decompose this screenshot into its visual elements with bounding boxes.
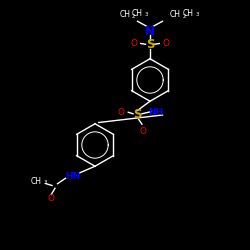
Text: HN: HN — [65, 172, 80, 181]
Text: 2: 2 — [132, 14, 136, 19]
Text: N: N — [145, 25, 155, 38]
Text: CH: CH — [132, 9, 143, 18]
Text: 3: 3 — [43, 180, 47, 186]
Text: CH: CH — [120, 10, 130, 20]
Text: CH: CH — [31, 177, 42, 186]
Text: 2: 2 — [182, 14, 186, 19]
Text: NH: NH — [148, 108, 164, 117]
Text: CH: CH — [170, 10, 180, 20]
Text: CH: CH — [183, 9, 194, 18]
Text: S: S — [133, 108, 142, 122]
Text: 3: 3 — [195, 12, 199, 17]
Text: O: O — [163, 39, 170, 48]
Text: 3: 3 — [144, 12, 148, 17]
Text: O: O — [48, 194, 55, 203]
Text: O: O — [139, 127, 146, 136]
Text: O: O — [117, 108, 124, 117]
Text: O: O — [130, 39, 137, 48]
Text: S: S — [146, 38, 154, 52]
